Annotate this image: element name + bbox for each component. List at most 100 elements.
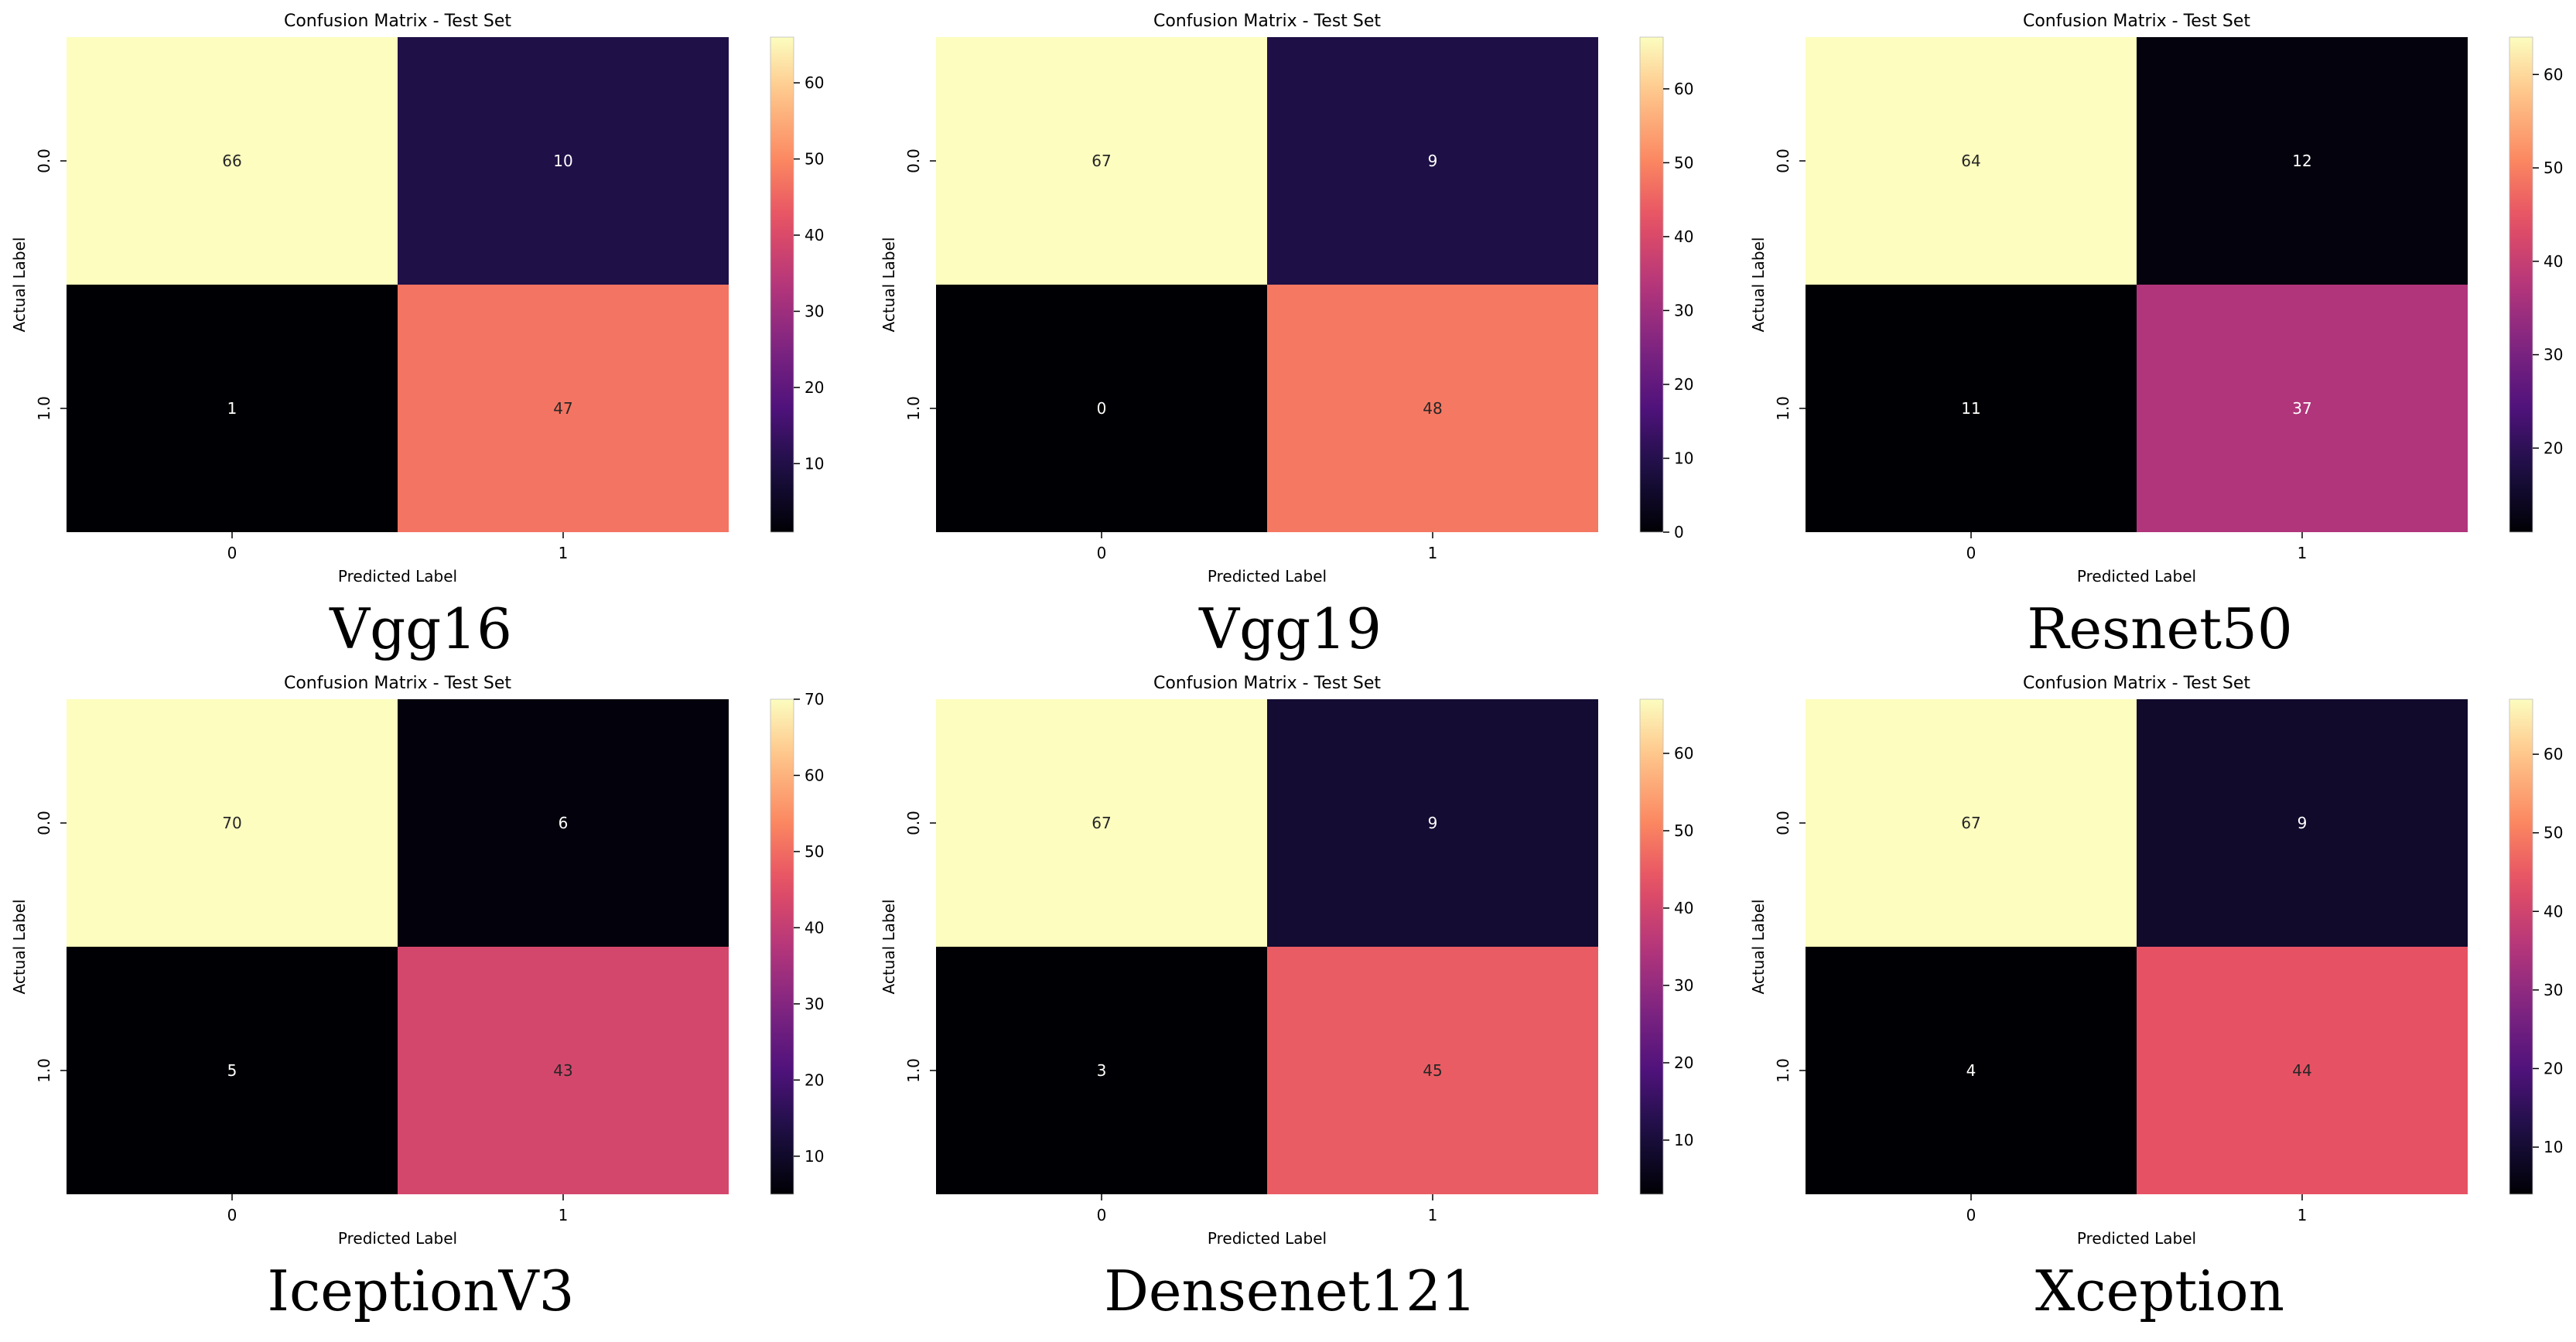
colorbar-tick-label: 20 [2544,1059,2563,1077]
colorbar-tick-label: 60 [2544,745,2563,763]
cell-value-label: 9 [2298,814,2308,832]
colorbar-frame [2509,36,2533,533]
cell-value-label: 11 [1961,399,1980,418]
colorbar-tick-label: 10 [1674,1131,1693,1149]
x-tick-label: 1 [559,1206,569,1224]
y-tick-label: 1.0 [904,1058,923,1083]
colorbar [1640,37,1663,532]
colorbar [770,37,794,532]
colorbar [1640,699,1663,1194]
cell-value-label: 70 [222,814,241,832]
y-axis-label: Actual Label [880,900,898,995]
chart-title: Confusion Matrix - Test Set [1153,12,1381,31]
colorbar-tick-label: 30 [805,302,824,320]
colorbar-tick-label: 10 [805,454,824,473]
x-axis-label: Predicted Label [1208,1229,1327,1248]
cell-value-label: 44 [2292,1061,2311,1080]
colorbar-tick-label: 20 [805,1071,824,1089]
colorbar-tick-label: 30 [1674,301,1693,319]
heatmap-cell-r1-c0 [67,947,398,1194]
x-tick-label: 1 [1428,1206,1438,1224]
cell-value-label: 5 [227,1061,237,1080]
colorbar-tick-label: 10 [2544,1138,2563,1156]
heatmap-cell-r0-c0 [67,699,398,947]
y-tick-label: 1.0 [35,396,53,421]
panel-inceptionv3: Confusion Matrix - Test Set 70 6 5 43 0 1 0.0 1.… [10,674,824,1323]
colorbar-tick-label: 20 [1674,1053,1693,1072]
cell-value-label: 43 [553,1061,572,1080]
cell-value-label: 48 [1423,399,1442,418]
y-tick-label: 1.0 [1774,396,1792,421]
cell-value-label: 64 [1961,152,1980,170]
cell-value-label: 3 [1097,1061,1107,1080]
cell-value-label: 9 [1428,152,1438,170]
y-tick-label: 1.0 [1774,1058,1792,1083]
cell-value-label: 1 [227,399,237,418]
colorbar-tick-label: 60 [805,766,824,784]
x-tick-label: 0 [1097,1206,1107,1224]
cell-value-label: 0 [1097,399,1107,418]
chart-title: Confusion Matrix - Test Set [2023,674,2250,693]
heatmap-cell-r0-c0 [1806,699,2137,947]
heatmap-cell-r1-c0 [1806,285,2137,532]
cell-value-label: 66 [222,152,241,170]
heatmap-cell-r0-c1 [398,37,729,285]
colorbar-tick-label: 0 [1674,523,1684,541]
colorbar-tick-label: 20 [2544,439,2563,457]
colorbar-frame [770,36,794,533]
heatmap-cell-r0-c1 [1267,37,1598,285]
colorbar-tick-label: 50 [1674,153,1693,172]
heatmap-cell-r1-c0 [936,947,1267,1194]
y-axis-label: Actual Label [10,237,29,333]
x-tick-label: 1 [559,544,569,562]
y-tick-label: 0.0 [904,811,923,835]
colorbar-frame [2509,698,2533,1195]
x-tick-label: 0 [1097,544,1107,562]
colorbar-tick-label: 10 [805,1147,824,1166]
colorbar-tick-label: 20 [1674,375,1693,394]
colorbar-tick-label: 50 [2544,159,2563,177]
colorbar-tick-label: 20 [805,378,824,397]
chart-title: Confusion Matrix - Test Set [2023,12,2250,31]
colorbar-frame [1639,698,1664,1195]
heatmap-cell-r1-c0 [67,285,398,532]
chart-title: Confusion Matrix - Test Set [1153,674,1381,693]
cell-value-label: 67 [1092,152,1111,170]
x-axis-label: Predicted Label [1208,567,1327,586]
colorbar-tick-label: 30 [2544,981,2563,999]
x-axis-label: Predicted Label [338,567,457,586]
y-tick-label: 1.0 [904,396,923,421]
y-axis-label: Actual Label [1749,900,1768,995]
model-caption: Resnet50 [2027,596,2292,661]
panel-densenet121: Confusion Matrix - Test Set 67 9 3 45 0 1 0.0 1.… [880,674,1693,1323]
colorbar-tick-label: 40 [805,226,824,244]
cell-value-label: 67 [1961,814,1980,832]
panel-resnet50: Confusion Matrix - Test Set 64 12 11 37 0 1 0.0… [1749,12,2563,661]
y-axis-label: Actual Label [10,900,29,995]
x-axis-label: Predicted Label [338,1229,457,1248]
cell-value-label: 6 [559,814,569,832]
heatmap-cell-r1-c1 [2137,947,2468,1194]
heatmap-cell-r0-c0 [936,699,1267,947]
colorbar [2509,699,2533,1194]
cell-value-label: 37 [2292,399,2311,418]
model-caption: Vgg19 [1198,596,1382,661]
heatmap-cell-r1-c1 [1267,285,1598,532]
x-tick-label: 0 [1966,1206,1976,1224]
y-tick-label: 0.0 [1774,811,1792,835]
colorbar-tick-label: 60 [2544,65,2563,84]
cell-value-label: 47 [553,399,572,418]
x-tick-label: 1 [2298,544,2308,562]
colorbar-frame [770,698,794,1195]
heatmap-cell-r0-c0 [1806,37,2137,285]
cell-value-label: 67 [1092,814,1111,832]
x-axis-label: Predicted Label [2077,567,2196,586]
colorbar [2509,37,2533,532]
chart-title: Confusion Matrix - Test Set [284,674,511,693]
heatmap-cell-r1-c1 [398,947,729,1194]
colorbar-tick-label: 50 [2544,824,2563,842]
cell-value-label: 12 [2292,152,2311,170]
model-caption: Xception [2035,1258,2284,1323]
colorbar-tick-label: 60 [1674,744,1693,763]
